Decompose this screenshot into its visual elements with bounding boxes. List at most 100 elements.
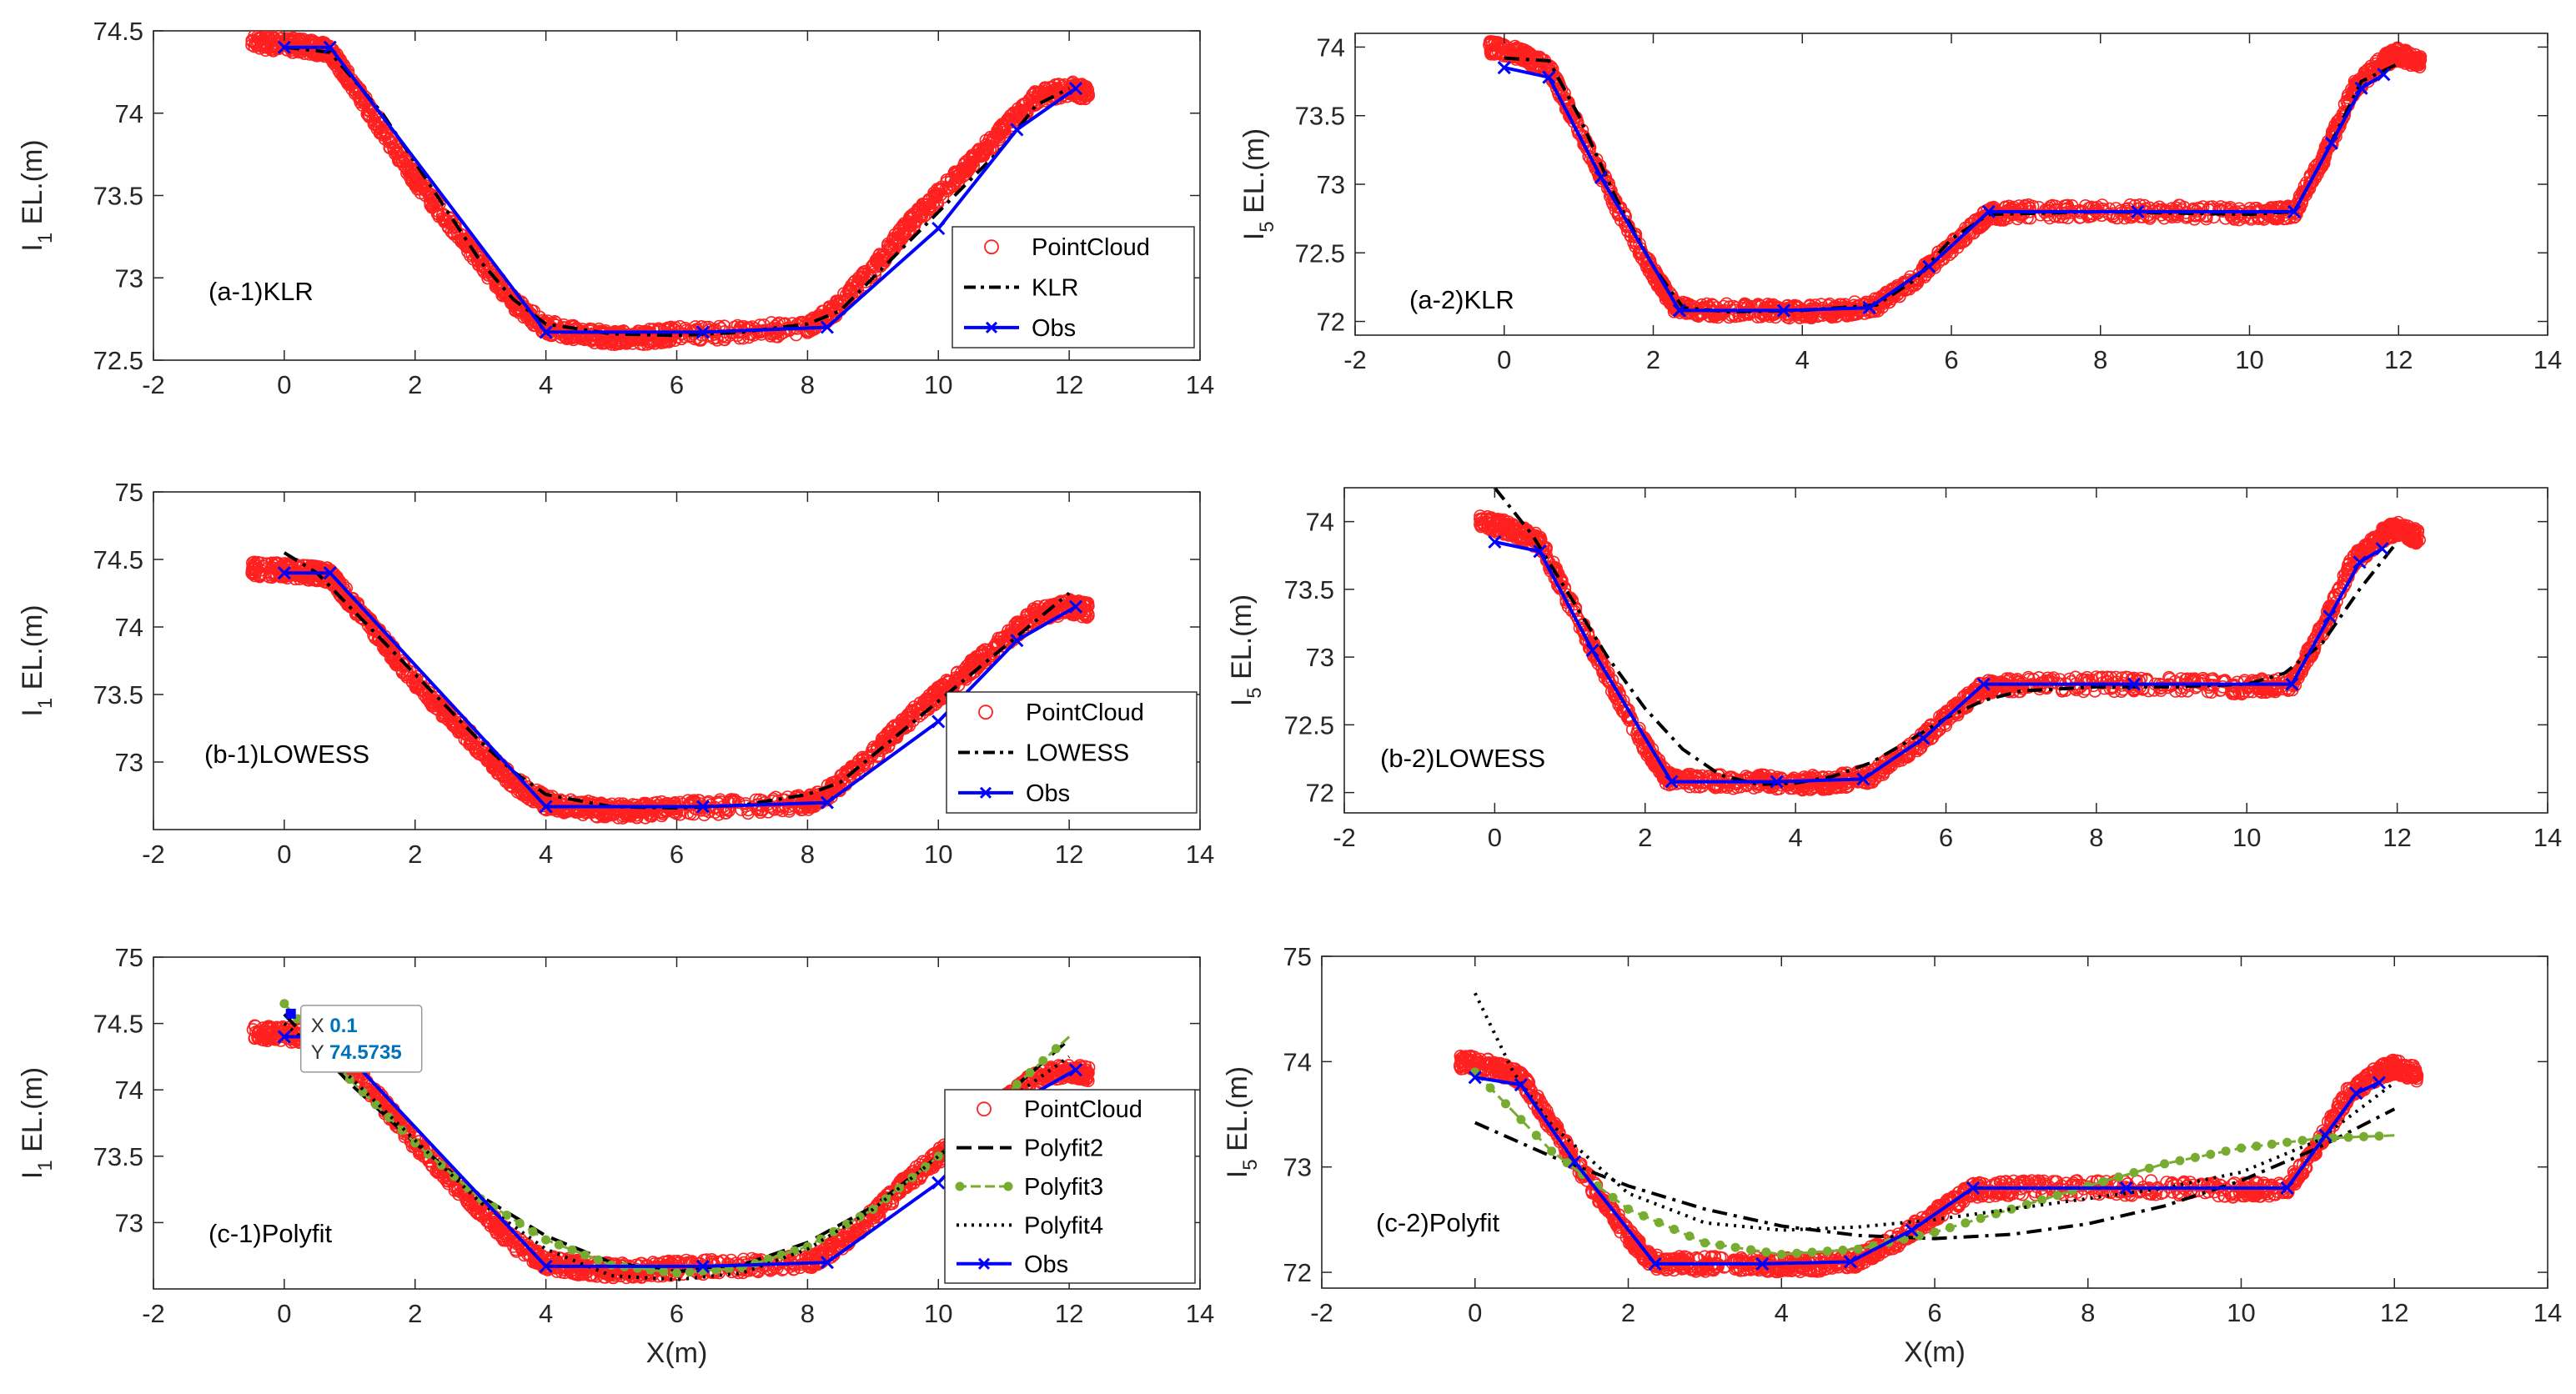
- x-tick-label: 4: [539, 370, 553, 399]
- legend-entry: Obs: [1026, 780, 1070, 807]
- obs-marker: [277, 40, 291, 54]
- cloud-point: [932, 690, 946, 705]
- series-klr: [1504, 56, 2400, 314]
- cloud-point: [250, 564, 264, 577]
- plot-area: [1474, 488, 2426, 797]
- obs-marker: [695, 800, 710, 814]
- obs-marker: [1672, 303, 1686, 318]
- cloud-point: [496, 288, 510, 303]
- cloud-point: [1485, 521, 1499, 534]
- cloud-point: [1649, 263, 1662, 277]
- cloud-point: [488, 760, 502, 773]
- legend-entry: Obs: [1032, 315, 1076, 342]
- cloud-point: [1504, 524, 1518, 538]
- legend-entry: KLR: [1032, 275, 1078, 302]
- cloud-point: [575, 327, 589, 341]
- cloud-point: [1690, 302, 1704, 316]
- x-tick-label: 4: [1795, 345, 1810, 374]
- cloud-point: [849, 285, 863, 298]
- obs-marker: [931, 715, 946, 729]
- cloud-point: [990, 127, 1004, 141]
- cloud-point: [1067, 598, 1081, 612]
- obs-marker: [2377, 68, 2391, 82]
- cloud-point: [389, 147, 402, 161]
- x-tick-label: -2: [1343, 345, 1367, 374]
- y-tick-label: 73.5: [93, 182, 143, 211]
- cloud-point: [967, 666, 980, 679]
- cloud-point: [830, 303, 844, 317]
- cloud-point: [1017, 98, 1032, 111]
- cloud-point: [1474, 519, 1488, 534]
- x-tick-label: 10: [2235, 345, 2263, 374]
- cloud-point: [376, 128, 390, 142]
- obs-marker: [539, 800, 553, 814]
- cloud-point: [517, 310, 530, 324]
- obs-marker: [1981, 204, 1996, 218]
- cloud-point: [934, 188, 947, 202]
- x-tick-label: 8: [801, 370, 815, 399]
- y-tick-label: 73: [115, 748, 143, 777]
- y-tick-label: 72: [1317, 308, 1345, 337]
- x-tick-label: 4: [539, 840, 553, 869]
- cloud-point: [888, 233, 901, 247]
- cloud-point: [2318, 150, 2332, 163]
- cloud-point: [441, 704, 455, 718]
- cloud-point: [384, 644, 397, 658]
- cloud-point: [1602, 669, 1615, 684]
- cloud-point: [423, 194, 437, 208]
- obs-marker: [1068, 599, 1083, 614]
- x-tick-label: 8: [801, 840, 815, 869]
- cloud-point: [1485, 46, 1499, 60]
- cloud-point: [979, 140, 993, 154]
- cloud-point: [749, 325, 763, 339]
- cloud-point: [713, 803, 727, 817]
- cloud-point: [977, 142, 992, 156]
- series-obs: [277, 566, 1083, 814]
- cloud-point: [612, 797, 626, 810]
- cloud-point: [1011, 615, 1024, 629]
- obs-marker: [2354, 81, 2368, 95]
- cloud-point: [558, 798, 571, 811]
- x-tick-label: 0: [277, 840, 291, 869]
- cloud-point: [889, 238, 903, 253]
- x-tick-label: -2: [142, 370, 165, 399]
- cloud-point: [711, 795, 724, 810]
- obs-marker: [2324, 136, 2338, 150]
- legend-entry: LOWESS: [1026, 740, 1129, 767]
- panel-label: (a-1)KLR: [208, 277, 314, 306]
- cloud-point: [2398, 52, 2412, 66]
- legend-swatch: [984, 239, 999, 255]
- y-tick-label: 74.5: [93, 17, 143, 46]
- cloud-point: [902, 218, 916, 232]
- cloud-point: [1485, 43, 1499, 57]
- cloud-point: [524, 307, 538, 320]
- cloud-point: [475, 741, 489, 755]
- cloud-point: [917, 198, 931, 211]
- cloud-point: [1078, 609, 1092, 623]
- cloud-point: [856, 267, 869, 281]
- cloud-point: [944, 172, 958, 185]
- x-tick-label: -2: [142, 840, 165, 869]
- obs-line: [284, 45, 1077, 334]
- obs-marker: [1922, 259, 1936, 273]
- cloud-point: [2408, 57, 2422, 71]
- y-axis-label-main: I: [1238, 233, 1270, 240]
- cloud-point: [1882, 295, 1896, 309]
- cloud-point: [841, 768, 855, 781]
- cloud-point: [871, 252, 885, 266]
- cloud-point: [452, 725, 465, 740]
- cloud-point: [385, 652, 399, 666]
- cloud-point: [893, 234, 907, 248]
- cloud-point: [615, 334, 629, 348]
- y-tick-label: 73.5: [1295, 102, 1345, 131]
- cloud-point: [395, 664, 409, 678]
- panel-label: (a-2)KLR: [1409, 285, 1514, 314]
- x-tick-label: 12: [1055, 840, 1083, 869]
- cloud-point: [431, 703, 445, 716]
- cloud-point: [544, 791, 558, 805]
- cloud-point: [965, 658, 979, 672]
- cloud-point: [2399, 43, 2413, 58]
- cloud-point: [249, 557, 263, 571]
